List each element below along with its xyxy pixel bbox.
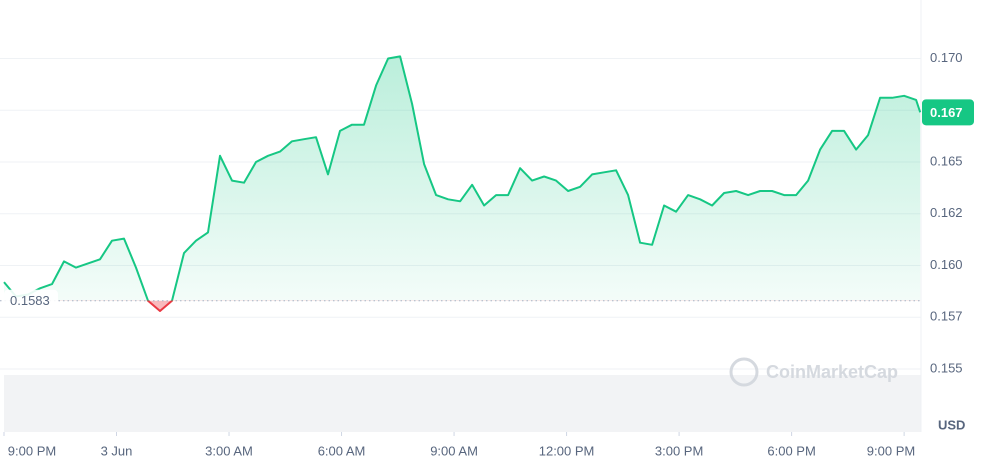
x-tick-label: 9:00 PM	[867, 443, 915, 458]
watermark-text: CoinMarketCap	[766, 362, 898, 382]
y-tick-label: 0.160	[930, 257, 963, 272]
price-line	[3, 55, 922, 312]
area	[4, 56, 921, 312]
x-tick-label: 9:00 PM	[8, 443, 56, 458]
x-tick-label: 3 Jun	[101, 443, 133, 458]
volume-band	[4, 375, 921, 432]
x-tick-label: 12:00 PM	[539, 443, 595, 458]
x-tick-label: 3:00 PM	[655, 443, 703, 458]
watermark: CoinMarketCap	[729, 357, 898, 387]
x-tick-label: 6:00 PM	[767, 443, 815, 458]
y-tick-label: 0.170	[930, 50, 963, 65]
baseline-badge	[4, 289, 58, 312]
x-tick-label: 3:00 AM	[205, 443, 253, 458]
baseline-label: 0.1583	[10, 293, 50, 308]
y-tick-label: 0.162	[930, 205, 963, 220]
y-unit: USD	[938, 417, 965, 432]
x-tick-label: 9:00 AM	[430, 443, 478, 458]
y-tick-label: 0.157	[930, 309, 963, 324]
y-tick-label: 0.155	[930, 360, 963, 375]
x-tick-label: 6:00 AM	[318, 443, 366, 458]
last-value-badge	[922, 99, 974, 126]
y-tick-label: 0.165	[930, 153, 963, 168]
last-value-label: 0.167	[930, 105, 963, 120]
